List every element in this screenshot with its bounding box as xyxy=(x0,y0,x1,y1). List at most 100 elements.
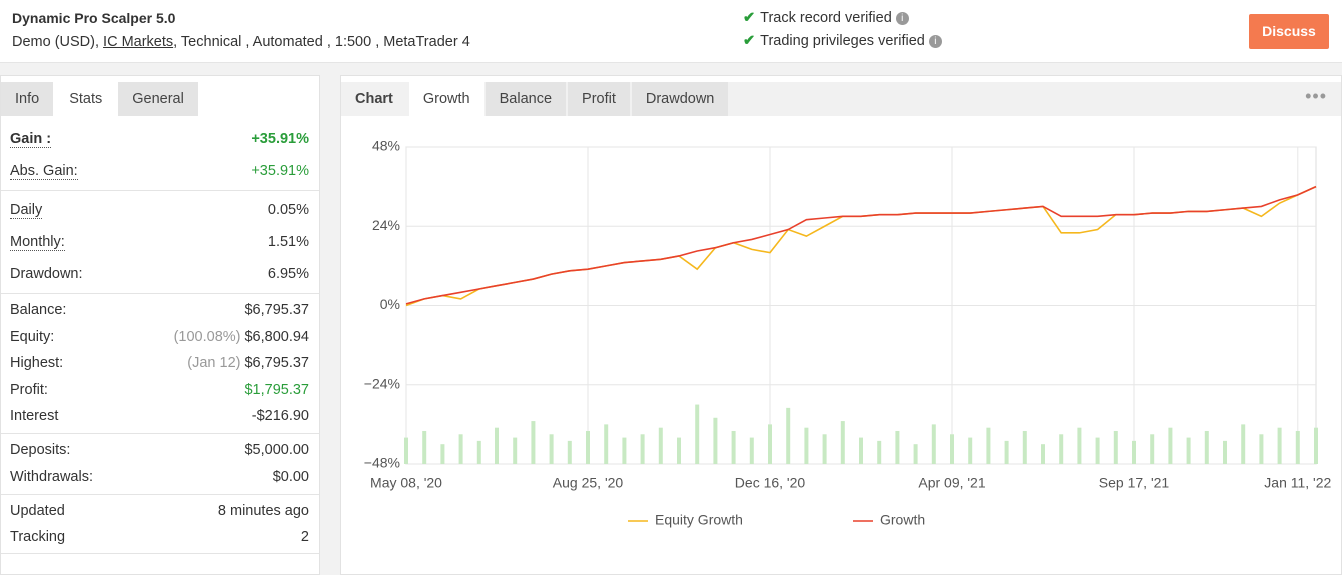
stat-value: $6,795.37 xyxy=(244,302,309,319)
bar xyxy=(986,427,991,464)
bar xyxy=(567,440,572,464)
bar xyxy=(931,424,936,464)
y-tick-label: 24% xyxy=(372,217,400,233)
bar xyxy=(1259,434,1264,464)
bar xyxy=(604,424,609,464)
bar xyxy=(1277,427,1282,464)
stat-value: +35.91% xyxy=(251,131,309,147)
stats: Gain : +35.91% Abs. Gain: +35.91% Daily 0.05%… xyxy=(1,120,319,554)
stat-value-wrap: +35.91% xyxy=(251,163,309,179)
details: Demo (USD), IC Markets, Technical , Auto… xyxy=(12,34,470,50)
stat-label: Interest xyxy=(10,408,59,425)
bar xyxy=(476,440,481,464)
stat-value-wrap: (Jan 12) $6,795.37 xyxy=(187,355,309,371)
stat-value: +35.91% xyxy=(251,163,309,179)
detail: , Technical , Automated , 1:500 , MetaTr… xyxy=(173,34,470,50)
bar xyxy=(1204,430,1209,464)
stat-label: Drawdown: xyxy=(10,266,83,282)
stat-value: 6.95% xyxy=(267,266,309,282)
stat-value-wrap: $6,795.37 xyxy=(244,302,309,318)
bar xyxy=(1168,427,1173,464)
tab[interactable]: Stats xyxy=(55,82,117,116)
bar xyxy=(859,437,863,464)
stat-label: Balance: xyxy=(10,302,67,319)
stat-row: Equity: (100.08%) $6,800.94 xyxy=(1,324,319,351)
bar xyxy=(822,434,827,464)
bar xyxy=(713,417,718,464)
stat-value: 1.51% xyxy=(267,234,309,250)
tab[interactable]: Info xyxy=(1,82,54,116)
bar xyxy=(440,444,445,464)
stat-value: 8 minutes ago xyxy=(217,502,309,519)
stat-value-wrap: 6.95% xyxy=(268,266,309,282)
bar xyxy=(1295,430,1300,464)
legend-label: Growth xyxy=(880,512,925,528)
stat-row: Abs. Gain: +35.91% xyxy=(1,155,319,187)
bar xyxy=(640,434,645,464)
stat-row: Gain : +35.91% xyxy=(1,123,319,155)
stat-value: $1,795.37 xyxy=(244,381,309,398)
title: Dynamic Pro Scalper 5.0 xyxy=(12,10,176,26)
bar xyxy=(586,430,590,464)
bar xyxy=(422,430,427,464)
stat-value-wrap: $5,000.00 xyxy=(244,442,309,458)
bar xyxy=(1241,424,1246,464)
tab[interactable]: Growth xyxy=(408,82,484,116)
stat-label: Deposits: xyxy=(10,442,71,458)
stat-value: -$216.90 xyxy=(251,408,309,425)
stat-label: Highest: xyxy=(10,355,64,372)
tab[interactable]: General xyxy=(118,82,198,116)
menu[interactable]: ••• xyxy=(1305,86,1327,106)
tab[interactable]: Drawdown xyxy=(631,82,729,116)
stat-group: Deposits: $5,000.00 Withdrawals: $0.00 xyxy=(1,434,319,495)
tabs: Chart Growth Balance Profit Drawdown xyxy=(341,82,1341,116)
bar xyxy=(1077,427,1082,464)
stat-value-wrap: -$216.90 xyxy=(252,408,309,424)
stat-row: Balance: $6,795.37 xyxy=(1,297,319,324)
stat-label: Tracking xyxy=(10,528,66,545)
stat-group: Gain : +35.91% Abs. Gain: +35.91% xyxy=(1,120,319,191)
bar xyxy=(768,424,772,464)
discuss-button[interactable]: Discuss xyxy=(1249,14,1329,49)
bar xyxy=(968,437,973,464)
stat-label: Gain : xyxy=(10,130,52,148)
stat-group: Updated 8 minutes ago Tracking 2 xyxy=(1,495,319,554)
bar xyxy=(877,440,882,464)
stat-group: Daily 0.05% Monthly: 1.51% Drawdown: 6.95% xyxy=(1,191,319,294)
bar xyxy=(1022,430,1027,464)
bar xyxy=(677,437,681,464)
x-tick-label: Aug 25, '20 xyxy=(553,475,624,491)
detail: Demo (USD), xyxy=(12,34,100,50)
tab[interactable]: Balance xyxy=(485,82,567,116)
broker-link[interactable]: IC Markets xyxy=(103,34,174,50)
stat-value-wrap: 8 minutes ago xyxy=(218,503,309,519)
stat-label: Monthly: xyxy=(10,233,65,251)
bar xyxy=(1041,444,1045,464)
stat-label: Withdrawals: xyxy=(10,469,93,485)
bar xyxy=(1004,440,1009,464)
bar xyxy=(1113,430,1118,464)
series-line xyxy=(405,185,1317,307)
tabs: Info Stats General xyxy=(1,82,200,116)
bar xyxy=(531,421,536,464)
stat-label: Updated xyxy=(10,502,65,519)
legend-label: Equity Growth xyxy=(655,512,743,528)
stat-note: (100.08%) xyxy=(173,328,241,345)
bar xyxy=(658,427,663,464)
y-tick-label: −24% xyxy=(364,375,400,391)
x-tick-label: Sep 17, '21 xyxy=(1099,475,1170,491)
x-tick-label: Apr 09, '21 xyxy=(918,475,985,491)
bar xyxy=(895,430,900,464)
stats-panel: Info Stats General Gain : +35.91% Abs. Gain:… xyxy=(0,75,320,575)
tab[interactable]: Profit xyxy=(568,82,630,116)
stat-group: Balance: $6,795.37 Equity: (100.08%) $6,800.… xyxy=(1,294,319,434)
stat-label: Equity: xyxy=(10,328,55,345)
bar xyxy=(913,444,918,464)
tab[interactable]: Chart xyxy=(341,82,407,116)
stat-row: Monthly: 1.51% xyxy=(1,226,319,258)
x-tick-label: Jan 11, '22 xyxy=(1264,475,1331,491)
stat-value: $5,000.00 xyxy=(244,442,309,458)
verified: ✔ Trading privileges verified i xyxy=(743,33,942,49)
